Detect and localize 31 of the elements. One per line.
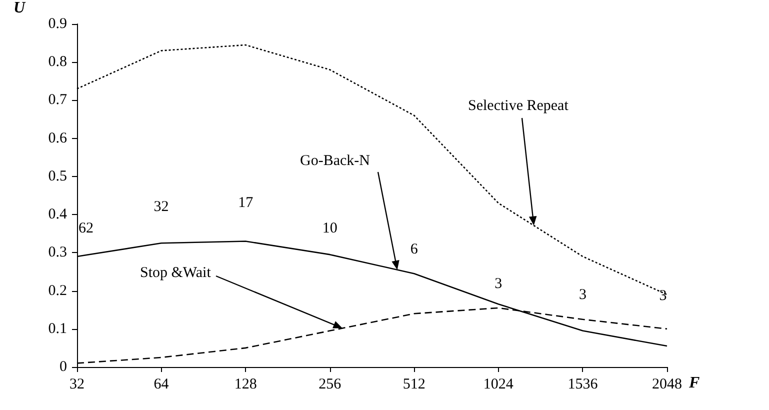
- y-tick-label: 0.5: [48, 168, 67, 184]
- x-tick-label: 256: [318, 376, 342, 392]
- annotation: 10: [322, 220, 338, 237]
- y-tick-label: 0.1: [48, 320, 67, 337]
- y-tick-label: 0.3: [48, 244, 67, 261]
- x-tick-label: 64: [154, 376, 170, 392]
- y-tick-label: 0.7: [48, 92, 68, 108]
- annotation: 3: [659, 288, 667, 304]
- annotation: 3: [494, 276, 502, 292]
- text: Stop &Wait: [140, 265, 211, 282]
- annotation: 32: [154, 199, 169, 216]
- y-tick-label: 0: [60, 359, 67, 375]
- annotation: 62: [78, 220, 94, 236]
- y-tick-label: 0.4: [48, 206, 68, 223]
- x-tick-label: 512: [402, 376, 426, 392]
- x-tick-label: 1024: [483, 376, 514, 392]
- x-tick-label: 128: [234, 376, 257, 392]
- y-tick-label: 0.9: [48, 16, 67, 32]
- y-axis-title: U: [13, 0, 26, 16]
- x-tick-label: 1536: [568, 376, 598, 392]
- annotation: 17: [238, 195, 254, 212]
- text: Go-Back-N: [300, 153, 370, 170]
- y-tick-label: 0.6: [48, 130, 68, 146]
- text: Selective Repeat: [468, 98, 568, 115]
- annotation: 3: [578, 286, 586, 303]
- x-axis-title: F: [688, 374, 700, 392]
- x-tick-label: 32: [70, 376, 84, 392]
- y-tick-label: 0.2: [48, 282, 67, 299]
- x-tick-label: 2048: [652, 376, 682, 392]
- annotation: 6: [410, 242, 418, 258]
- y-tick-label: 0.8: [48, 54, 67, 70]
